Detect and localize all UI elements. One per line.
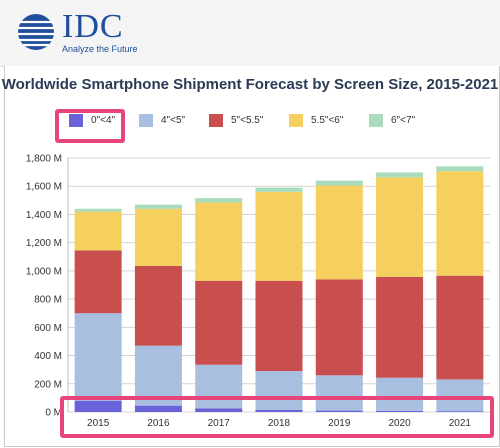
bar-segment <box>376 410 424 412</box>
chart-legend: 0"<4" 4"<5" 5"<5.5" 5.5"<6" 6"<7" <box>56 104 496 138</box>
bar-segment <box>436 171 484 276</box>
bar-segment <box>134 405 182 412</box>
bar-segment <box>376 172 424 178</box>
bar-segment <box>255 371 303 410</box>
bar-segment <box>255 187 303 192</box>
axis-highlight-box <box>60 396 494 438</box>
bar-segment <box>74 211 122 251</box>
header-bar: IDC Analyze the Future <box>0 0 500 67</box>
bar-segment <box>315 410 363 412</box>
bar-segment <box>376 377 424 411</box>
bar-segment <box>255 409 303 412</box>
legend-swatch <box>209 114 223 127</box>
x-tick-label: 2018 <box>268 418 291 429</box>
logo-wordmark: IDC <box>62 8 124 45</box>
bar-segment <box>195 202 243 281</box>
y-tick-label: 800 M <box>34 295 62 306</box>
bar-segment <box>376 276 424 378</box>
legend-label: 6"<7" <box>391 115 416 126</box>
bar-segment <box>74 250 122 314</box>
x-tick-label: 2017 <box>208 418 231 429</box>
bar-segment <box>134 345 182 406</box>
y-tick-label: 1,000 M <box>26 266 62 277</box>
bar-segment <box>255 280 303 372</box>
bar-segment <box>436 275 484 380</box>
legend-label: 0"<4" <box>91 115 116 126</box>
bar-segment <box>195 198 243 203</box>
legend-label: 5"<5.5" <box>231 115 264 126</box>
logo-tagline: Analyze the Future <box>62 44 138 54</box>
x-tick-label: 2016 <box>147 418 170 429</box>
y-tick-label: 1,600 M <box>26 182 62 193</box>
legend-label: 4"<5" <box>161 115 186 126</box>
y-tick-label: 0 M <box>45 408 62 419</box>
legend-swatch <box>369 114 383 127</box>
y-tick-label: 200 M <box>34 379 62 390</box>
chart-title: Worldwide Smartphone Shipment Forecast b… <box>1 76 499 93</box>
bar-segment <box>195 280 243 365</box>
globe-icon <box>18 14 54 50</box>
x-tick-label: 2019 <box>328 418 351 429</box>
bar-segment <box>255 191 303 281</box>
bar-segment <box>74 313 122 401</box>
bar-segment <box>376 177 424 277</box>
y-tick-label: 600 M <box>34 323 62 334</box>
bar-segment <box>195 408 243 412</box>
bar-segment <box>436 379 484 412</box>
bar-segment <box>436 411 484 412</box>
legend-swatch <box>289 114 303 127</box>
legend-highlight-box <box>55 109 125 143</box>
bar-segment <box>315 375 363 411</box>
bar-segment <box>436 166 484 172</box>
y-tick-label: 1,200 M <box>26 238 62 249</box>
bar-segment <box>134 208 182 266</box>
bar-segment <box>315 185 363 280</box>
bar-segment <box>134 204 182 209</box>
x-tick-label: 2020 <box>388 418 411 429</box>
legend-label: 5.5"<6" <box>311 115 344 126</box>
bar-segment <box>74 400 122 412</box>
y-tick-label: 400 M <box>34 351 62 362</box>
bar-segment <box>195 364 243 409</box>
bar-segment <box>315 279 363 376</box>
x-tick-label: 2021 <box>449 418 472 429</box>
bar-segment <box>134 265 182 346</box>
legend-swatch <box>139 114 153 127</box>
idc-logo[interactable]: IDC Analyze the Future <box>16 8 166 58</box>
y-tick-label: 1,400 M <box>26 210 62 221</box>
bar-segment <box>74 208 122 212</box>
legend-swatch <box>69 114 83 127</box>
x-tick-label: 2015 <box>87 418 110 429</box>
bar-segment <box>315 180 363 186</box>
y-tick-label: 1,800 M <box>26 154 62 165</box>
